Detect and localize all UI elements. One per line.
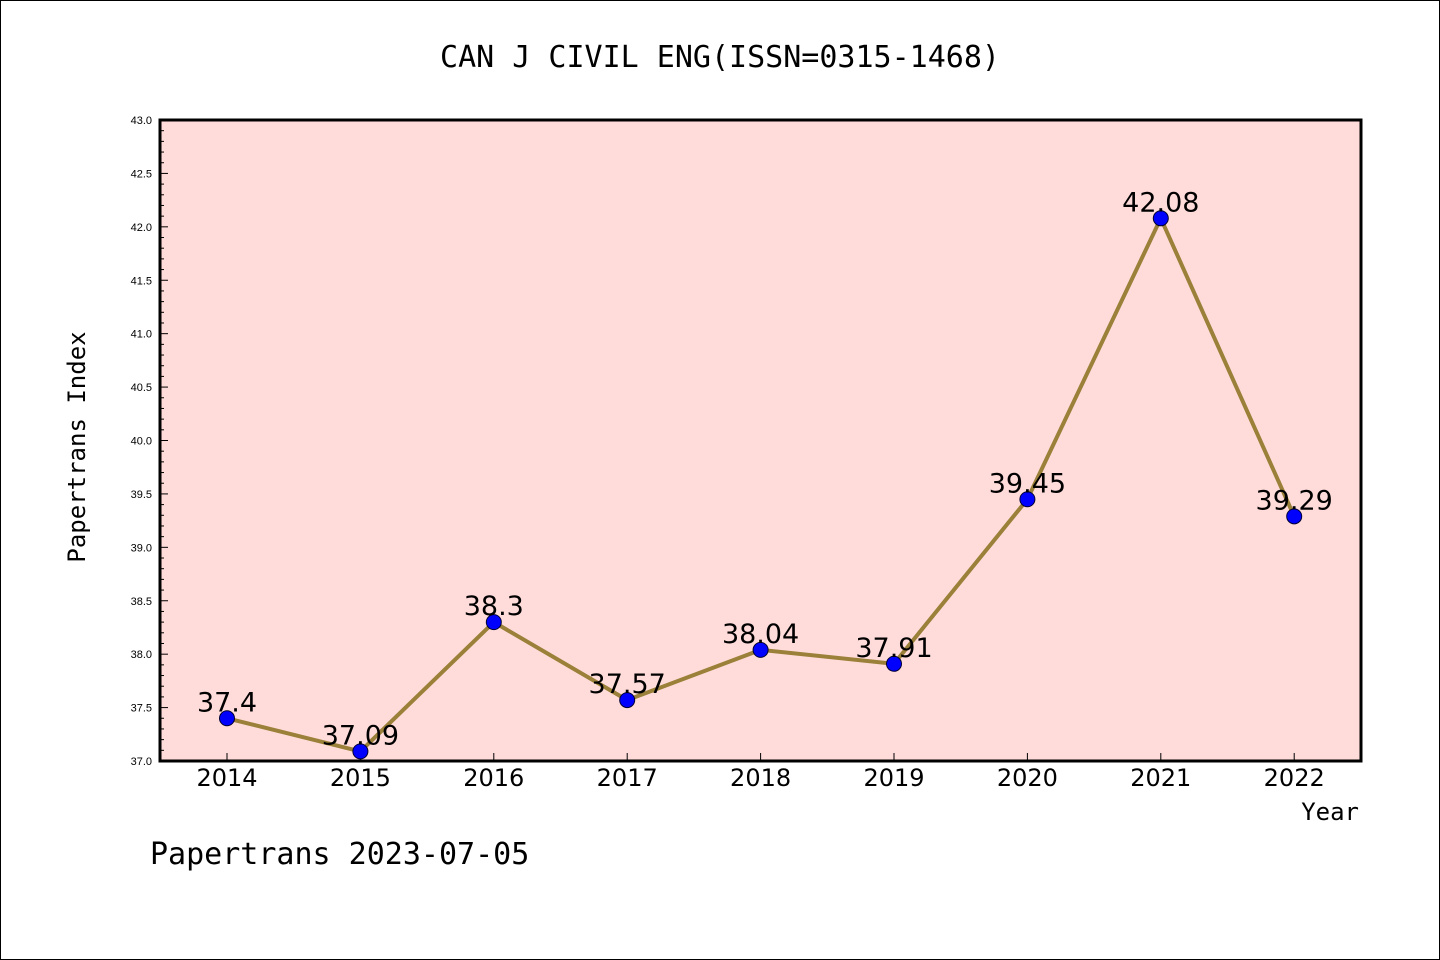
y-axis: 37.0 37.5 38.0 38.5 39.0 39.5 40.0 40.5 41.0 41.5… <box>131 115 168 768</box>
x-tick-label: 2019 <box>863 764 924 792</box>
y-tick-label: 37.0 <box>131 756 152 768</box>
x-tick-label: 2015 <box>330 764 391 792</box>
y-tick-label: 37.5 <box>131 703 152 715</box>
y-tick-label: 40.5 <box>131 382 152 394</box>
x-tick-label: 2016 <box>463 764 524 792</box>
y-tick-label: 42.5 <box>131 168 152 180</box>
data-label: 37.57 <box>589 669 666 700</box>
x-tick-label: 2014 <box>196 764 257 792</box>
data-label: 38.3 <box>464 591 524 622</box>
data-point <box>619 692 636 709</box>
data-point <box>752 641 769 658</box>
data-point <box>1286 508 1303 525</box>
y-tick-label: 40.0 <box>131 436 152 448</box>
y-tick-label: 41.5 <box>131 275 152 287</box>
data-point <box>219 710 235 727</box>
data-label: 38.04 <box>722 619 799 650</box>
y-tick-label: 38.0 <box>131 649 152 661</box>
data-point <box>1152 210 1169 227</box>
data-point <box>886 655 902 672</box>
data-label: 37.4 <box>197 687 257 718</box>
footer-text: Papertrans 2023-07-05 <box>150 837 529 872</box>
y-tick-label: 38.5 <box>131 596 152 608</box>
y-tick-label: 43.0 <box>131 115 152 127</box>
x-tick-label: 2021 <box>1130 764 1191 792</box>
x-tick-label: 2020 <box>997 764 1058 792</box>
x-axis-label: Year <box>1301 798 1359 826</box>
series <box>219 210 1303 760</box>
y-tick-label: 42.0 <box>131 222 152 234</box>
x-tick-label: 2022 <box>1264 764 1325 792</box>
data-point <box>485 614 502 631</box>
data-labels: 37.4 37.09 38.3 37.57 38.04 37.91 39.45 42.08 39… <box>197 187 1333 751</box>
y-tick-label: 39.0 <box>131 542 152 554</box>
x-tick-label: 2018 <box>730 764 791 792</box>
y-tick-label: 39.5 <box>131 489 152 501</box>
data-label: 39.45 <box>989 468 1066 499</box>
y-axis-label: Papertrans Index <box>63 331 91 562</box>
data-label: 42.08 <box>1122 187 1199 218</box>
y-tick-label: 41.0 <box>131 329 152 341</box>
data-label: 37.09 <box>322 720 399 751</box>
data-point <box>1019 491 1036 508</box>
chart-title: CAN J CIVIL ENG(ISSN=0315-1468) <box>440 40 1000 75</box>
data-point <box>352 743 369 760</box>
data-label: 39.29 <box>1256 485 1333 516</box>
x-tick-label: 2017 <box>597 764 658 792</box>
data-label: 37.91 <box>855 633 932 664</box>
x-axis: 2014 2015 2016 2017 2018 2019 2020 2021 2022 <box>196 753 1325 792</box>
